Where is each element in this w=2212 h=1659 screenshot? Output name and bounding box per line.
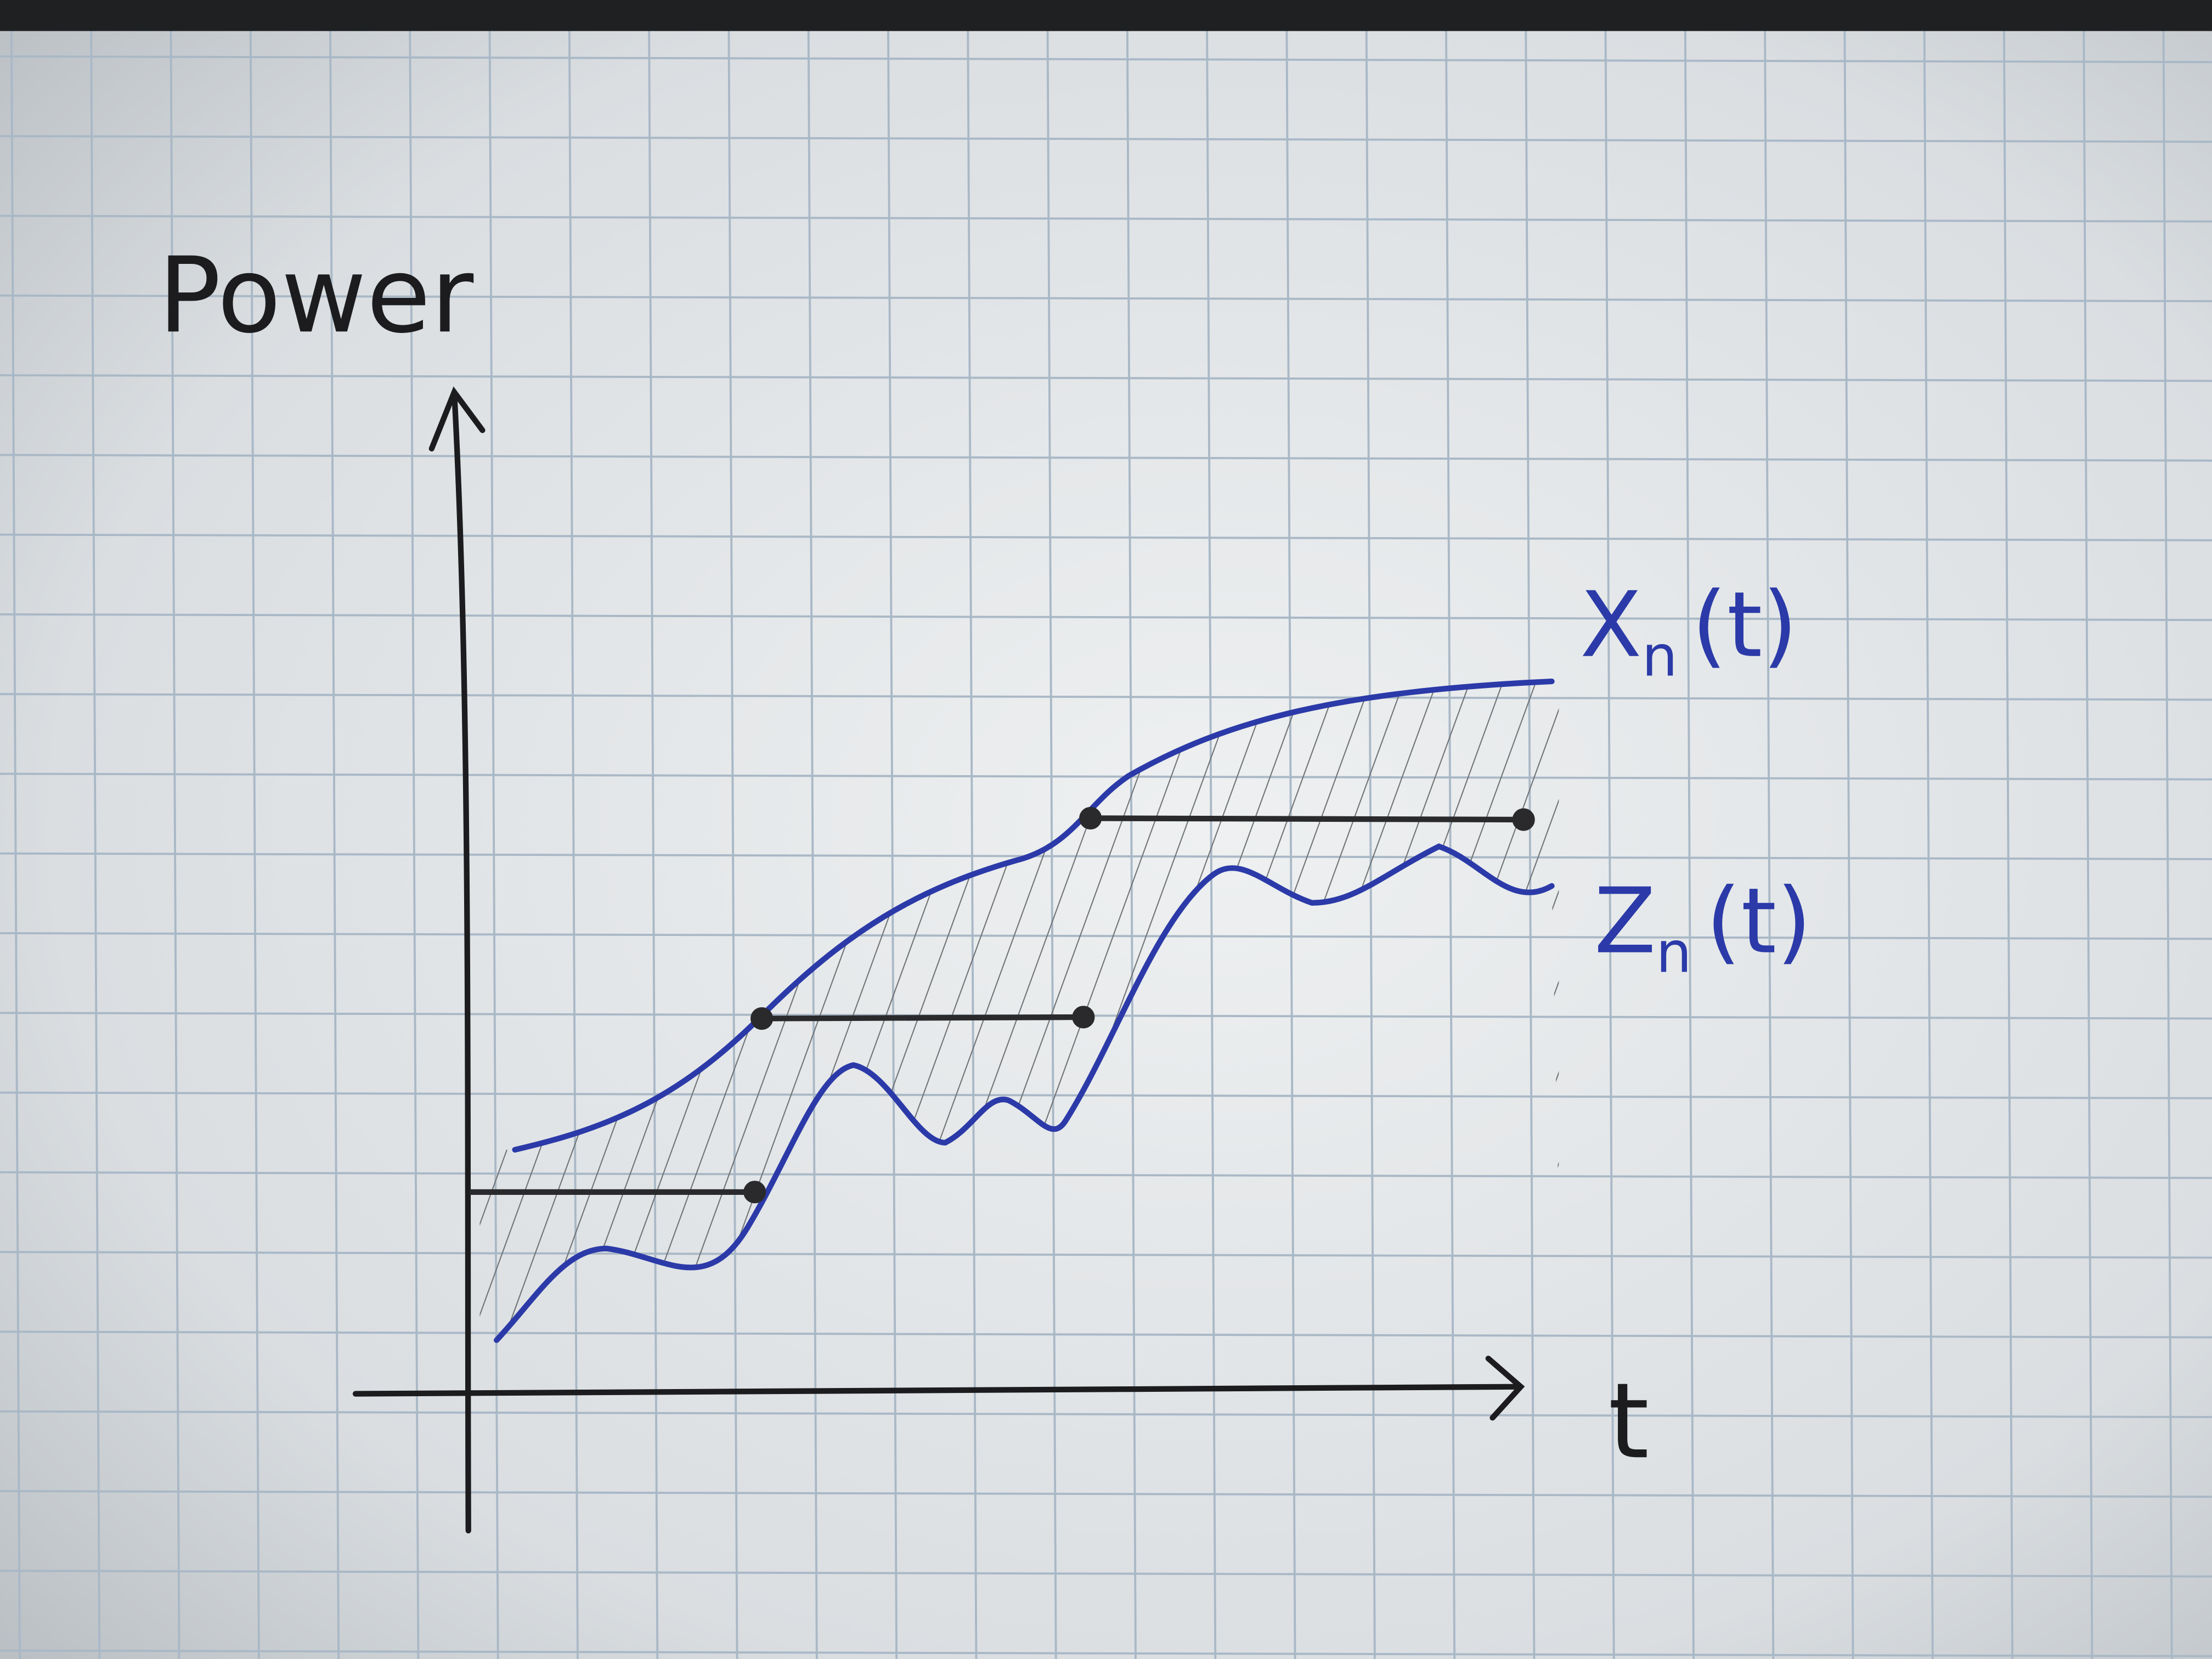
grid-line bbox=[1843, 0, 1854, 1659]
grid-line bbox=[2002, 0, 2014, 1659]
grid-line bbox=[170, 0, 180, 1659]
grid-line bbox=[0, 454, 2212, 462]
grid-line bbox=[1763, 0, 1775, 1659]
step-line bbox=[761, 1014, 1084, 1022]
curve-subscript: n bbox=[1656, 921, 1691, 986]
grid-line bbox=[409, 0, 420, 1659]
x-axis-arrow bbox=[1485, 1356, 1525, 1421]
curve-argument: (t) bbox=[1692, 572, 1798, 678]
curve-argument: (t) bbox=[1706, 868, 1812, 974]
grid-line bbox=[0, 1649, 2212, 1657]
curve-subscript: n bbox=[1642, 624, 1678, 690]
step-dot bbox=[1072, 1006, 1095, 1029]
grid-line bbox=[1923, 0, 1934, 1659]
grid-line bbox=[0, 135, 2212, 143]
grid-line bbox=[0, 374, 2212, 382]
grid-line bbox=[0, 1490, 2212, 1498]
grid-line bbox=[0, 772, 2212, 781]
curve-label: Zn (t) bbox=[1594, 868, 1812, 986]
step-dot bbox=[751, 1007, 774, 1030]
y-axis-arrow bbox=[428, 386, 486, 452]
grid-line bbox=[249, 0, 260, 1659]
steps bbox=[470, 806, 1535, 1204]
grid-line bbox=[0, 613, 2212, 622]
grid-line bbox=[0, 55, 2212, 64]
curve-symbol: X bbox=[1580, 572, 1642, 678]
grid-line bbox=[2083, 0, 2094, 1659]
grid-line bbox=[0, 693, 2212, 701]
grid-line bbox=[0, 1570, 2212, 1578]
grid-line bbox=[0, 1410, 2212, 1418]
x-curve bbox=[512, 678, 1555, 1153]
step-line bbox=[1090, 815, 1524, 823]
y-axis-label: Power bbox=[158, 234, 474, 356]
grid-line bbox=[1604, 0, 1615, 1659]
grid-line bbox=[1684, 0, 1695, 1659]
grid-line bbox=[2162, 0, 2173, 1659]
grid-line bbox=[0, 294, 2212, 302]
curve-label: Xn (t) bbox=[1580, 572, 1798, 690]
y-axis bbox=[451, 389, 471, 1534]
grid-line bbox=[0, 215, 2212, 223]
axes bbox=[352, 386, 1525, 1534]
grid-line bbox=[10, 0, 21, 1659]
grid-line bbox=[89, 0, 101, 1659]
grid-line bbox=[0, 533, 2212, 541]
grid-line bbox=[329, 0, 340, 1659]
step-dot bbox=[743, 1181, 766, 1204]
x-axis-label: t bbox=[1608, 1360, 1649, 1482]
top-edge bbox=[0, 0, 2212, 31]
step-dot bbox=[1079, 806, 1102, 830]
curves bbox=[494, 678, 1555, 1344]
step-dot bbox=[1512, 808, 1535, 831]
z-curve bbox=[494, 843, 1555, 1344]
x-axis bbox=[352, 1384, 1520, 1397]
curve-symbol: Z bbox=[1594, 868, 1656, 974]
